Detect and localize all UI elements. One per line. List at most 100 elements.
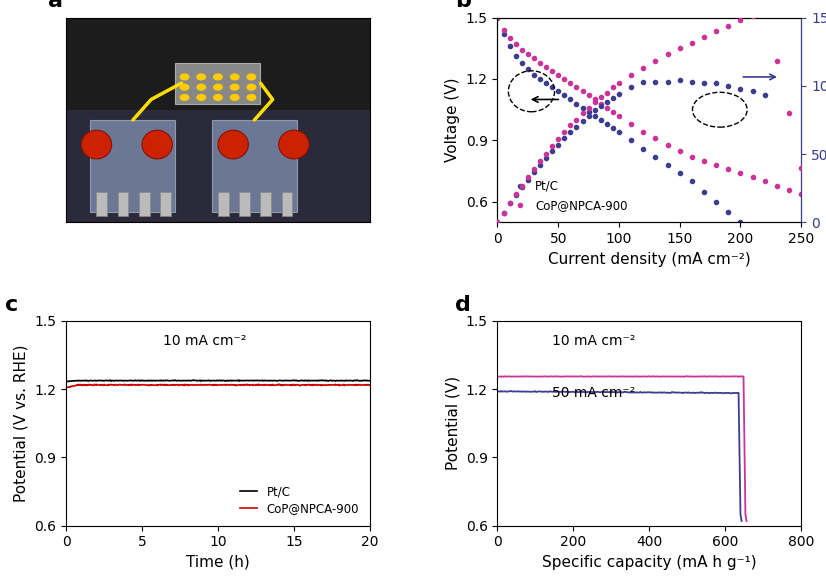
Bar	[212, 120, 297, 212]
Text: 10 mA cm⁻²: 10 mA cm⁻²	[552, 334, 635, 348]
X-axis label: Specific capacity (mA h g⁻¹): Specific capacity (mA h g⁻¹)	[542, 555, 757, 570]
Point	[606, 123, 620, 133]
Point	[758, 8, 771, 17]
CoP@NPCA-900	[358, 381, 368, 388]
Point	[673, 146, 686, 155]
Point	[509, 189, 522, 199]
Circle shape	[197, 95, 206, 100]
Point	[545, 82, 558, 92]
Circle shape	[230, 95, 239, 100]
Y-axis label: Potential (V vs. RHE): Potential (V vs. RHE)	[14, 345, 29, 502]
Point	[686, 152, 699, 162]
Bar	[97, 192, 107, 216]
Point	[588, 95, 601, 104]
Point	[673, 76, 686, 85]
Point	[491, 218, 504, 227]
Point	[795, 163, 808, 172]
Circle shape	[214, 95, 222, 100]
Point	[594, 102, 607, 111]
Circle shape	[247, 95, 255, 100]
Point	[509, 40, 522, 49]
Bar	[118, 192, 128, 216]
Point	[545, 66, 558, 75]
Point	[601, 103, 614, 112]
Point	[733, 84, 747, 93]
Circle shape	[247, 74, 255, 80]
Text: c: c	[5, 294, 18, 315]
Ellipse shape	[142, 130, 173, 159]
Point	[515, 181, 529, 190]
Text: b: b	[455, 0, 471, 11]
CoP@NPCA-900	[208, 382, 218, 389]
Point	[612, 111, 625, 120]
Pt/C	[243, 377, 253, 384]
Point	[722, 21, 735, 30]
Point	[637, 144, 650, 154]
Point	[661, 161, 674, 170]
Point	[552, 140, 565, 150]
Circle shape	[180, 95, 189, 100]
Point	[515, 182, 529, 192]
Point	[588, 98, 601, 107]
Circle shape	[180, 74, 189, 80]
Pt/C	[208, 377, 218, 384]
Point	[588, 111, 601, 120]
Point	[606, 82, 620, 92]
Point	[733, 218, 747, 227]
Point	[558, 127, 571, 137]
Point	[563, 127, 577, 137]
Point	[601, 88, 614, 98]
Point	[733, 169, 747, 178]
Bar	[175, 62, 260, 103]
Text: a: a	[48, 0, 63, 11]
Point	[503, 33, 516, 43]
Bar	[282, 192, 292, 216]
Bar	[66, 110, 370, 223]
CoP@NPCA-900	[226, 381, 236, 388]
Point	[710, 197, 723, 207]
Point	[795, 269, 808, 279]
Bar	[90, 120, 175, 212]
Point	[576, 117, 589, 126]
Point	[570, 122, 583, 131]
Point	[491, 13, 504, 22]
Point	[612, 89, 625, 99]
Point	[686, 39, 699, 48]
Point	[771, 57, 784, 66]
Point	[594, 115, 607, 124]
Point	[648, 134, 662, 143]
Circle shape	[214, 84, 222, 90]
Point	[563, 95, 577, 104]
Point	[509, 190, 522, 200]
Ellipse shape	[81, 130, 112, 159]
Point	[563, 78, 577, 88]
Point	[746, 228, 759, 237]
Point	[497, 29, 510, 39]
Point	[722, 81, 735, 91]
Point	[673, 169, 686, 178]
Point	[527, 165, 540, 174]
Point	[648, 152, 662, 162]
Point	[552, 86, 565, 96]
Point	[534, 74, 547, 84]
Point	[673, 43, 686, 52]
Point	[534, 161, 547, 170]
CoP@NPCA-900	[365, 381, 375, 388]
Pt/C	[62, 378, 72, 385]
Text: 50 mA cm⁻²: 50 mA cm⁻²	[552, 385, 635, 399]
Point	[782, 259, 795, 268]
Point	[539, 150, 553, 159]
Point	[710, 78, 723, 88]
Pt/C	[206, 377, 216, 384]
Point	[661, 77, 674, 86]
Point	[515, 46, 529, 55]
Point	[624, 82, 638, 92]
Point	[491, 13, 504, 22]
Bar	[240, 192, 250, 216]
Point	[527, 70, 540, 79]
Point	[570, 99, 583, 108]
Y-axis label: Voltage (V): Voltage (V)	[445, 78, 460, 162]
CoP@NPCA-900	[206, 381, 216, 388]
Point	[697, 157, 710, 166]
Point	[606, 93, 620, 103]
